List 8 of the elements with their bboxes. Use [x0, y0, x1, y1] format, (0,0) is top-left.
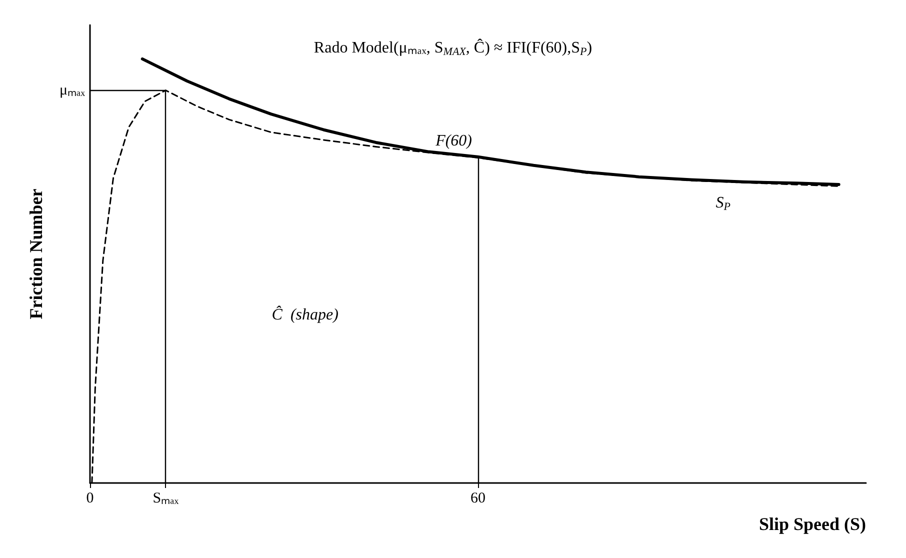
ref-line-label: μₘₐₓ: [60, 82, 86, 98]
x-tick-label: 0: [86, 490, 94, 506]
x-axis-title: Slip Speed (S): [758, 514, 866, 534]
annotation: Ĉ (shape): [272, 305, 338, 324]
y-axis-title: Friction Number: [26, 188, 46, 320]
x-tick-label: Sₘₐₓ: [152, 490, 180, 506]
annotation: F(60): [434, 132, 472, 150]
x-tick-label: 60: [470, 490, 486, 506]
